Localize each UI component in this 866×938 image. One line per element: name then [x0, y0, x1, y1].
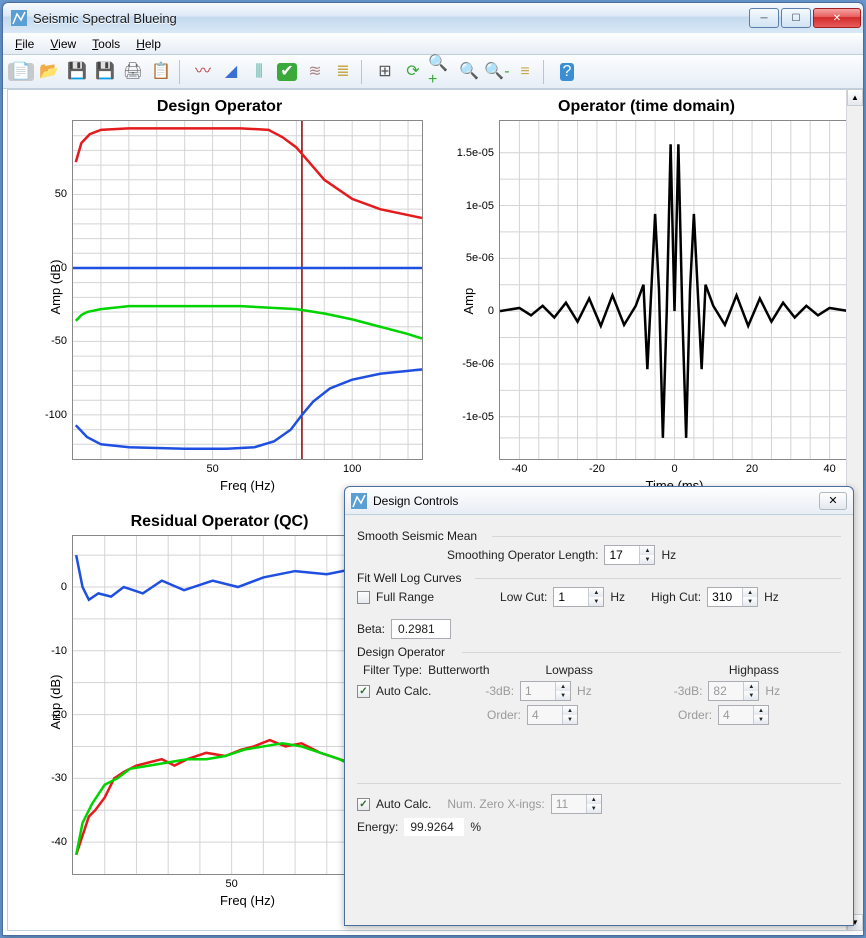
energy-value: 99.9264 [404, 818, 464, 836]
app-icon [11, 10, 27, 26]
check-icon[interactable]: ✔ [273, 58, 301, 86]
full-range-label: Full Range [376, 590, 434, 604]
dialog-titlebar[interactable]: Design Controls ✕ [345, 487, 853, 515]
zoomin2-icon[interactable]: 🔍 [455, 58, 483, 86]
chart-title: Operator (time domain) [443, 98, 850, 116]
open-icon[interactable]: 📂 [35, 58, 63, 86]
lp-order-spinner: ▲▼ [527, 705, 578, 725]
autocalc-label: Auto Calc. [376, 684, 431, 698]
menu-help[interactable]: Help [128, 35, 169, 53]
lowcut-spinner[interactable]: ▲▼ [553, 587, 604, 607]
print-icon[interactable]: 🖨 [119, 58, 147, 86]
toolbar: 📄📂💾💾🖨📋 〰◢⫼✔≋≣ ⊞⟳🔍+🔍🔍-≡ ? [3, 55, 863, 89]
energy-label: Energy: [357, 820, 398, 834]
menu-file[interactable]: File [7, 35, 42, 53]
lp-3db-spinner: ▲▼ [520, 681, 571, 701]
beta-label: Beta: [357, 622, 385, 636]
refresh-icon[interactable]: ⟳ [399, 58, 427, 86]
menu-view[interactable]: View [42, 35, 84, 53]
highcut-label: High Cut: [651, 590, 701, 604]
minimize-button[interactable]: ─ [749, 8, 779, 28]
new-icon[interactable]: 📄 [7, 58, 35, 86]
lowcut-label: Low Cut: [500, 590, 547, 604]
scroll-up-button[interactable]: ▲ [847, 89, 863, 106]
autocalc2-label: Auto Calc. [376, 797, 431, 811]
design-controls-dialog: Design Controls ✕ Smooth Seismic Mean Sm… [344, 486, 854, 926]
highpass-label: Highpass [729, 663, 779, 677]
dialog-close-button[interactable]: ✕ [819, 492, 847, 510]
zero-spinner: ▲▼ [551, 794, 602, 814]
grid4-icon[interactable]: ⊞ [371, 58, 399, 86]
saveas-icon[interactable]: 💾 [91, 58, 119, 86]
zoomin-icon[interactable]: 🔍+ [427, 58, 455, 86]
zero-label: Num. Zero X-ings: [447, 797, 544, 811]
spectrum-icon[interactable]: ⫼ [245, 58, 273, 86]
chart-design-operator: Design Operator -100-5005050100 Amp (dB)… [16, 98, 423, 493]
zoomout-icon[interactable]: 🔍- [483, 58, 511, 86]
filter-type-label: Filter Type: [363, 663, 422, 677]
autocalc-checkbox[interactable]: ✓ [357, 685, 370, 698]
lowpass-label: Lowpass [546, 663, 593, 677]
full-range-checkbox[interactable] [357, 591, 370, 604]
smooth-len-label: Smoothing Operator Length: [447, 548, 598, 562]
hp-order-spinner: ▲▼ [718, 705, 769, 725]
hp-3db-spinner: ▲▼ [708, 681, 759, 701]
blue-icon[interactable]: ◢ [217, 58, 245, 86]
close-button[interactable]: ✕ [813, 8, 861, 28]
autocalc2-checkbox[interactable]: ✓ [357, 798, 370, 811]
seismic-icon[interactable]: 〰 [189, 58, 217, 86]
dialog-title: Design Controls [373, 494, 819, 508]
beta-value: 0.2981 [391, 619, 451, 639]
save-icon[interactable]: 💾 [63, 58, 91, 86]
chart-title: Design Operator [16, 98, 423, 116]
highcut-spinner[interactable]: ▲▼ [707, 587, 758, 607]
titlebar[interactable]: Seismic Spectral Blueing ─ ☐ ✕ [3, 3, 863, 33]
maximize-button[interactable]: ☐ [781, 8, 811, 28]
dialog-icon [351, 493, 367, 509]
report-icon[interactable]: 📋 [147, 58, 175, 86]
smooth-len-spinner[interactable]: ▲▼ [604, 545, 655, 565]
layers-icon[interactable]: ≣ [329, 58, 357, 86]
filter-type-value: Butterworth [428, 663, 489, 677]
wave-icon[interactable]: ≋ [301, 58, 329, 86]
stack-icon[interactable]: ≡ [511, 58, 539, 86]
menu-tools[interactable]: Tools [84, 35, 128, 53]
help-icon[interactable]: ? [553, 58, 581, 86]
chart-operator-time: Operator (time domain) -1e-05-5e-0605e-0… [443, 98, 850, 493]
menubar: File View Tools Help [3, 33, 863, 55]
window-title: Seismic Spectral Blueing [33, 11, 747, 26]
